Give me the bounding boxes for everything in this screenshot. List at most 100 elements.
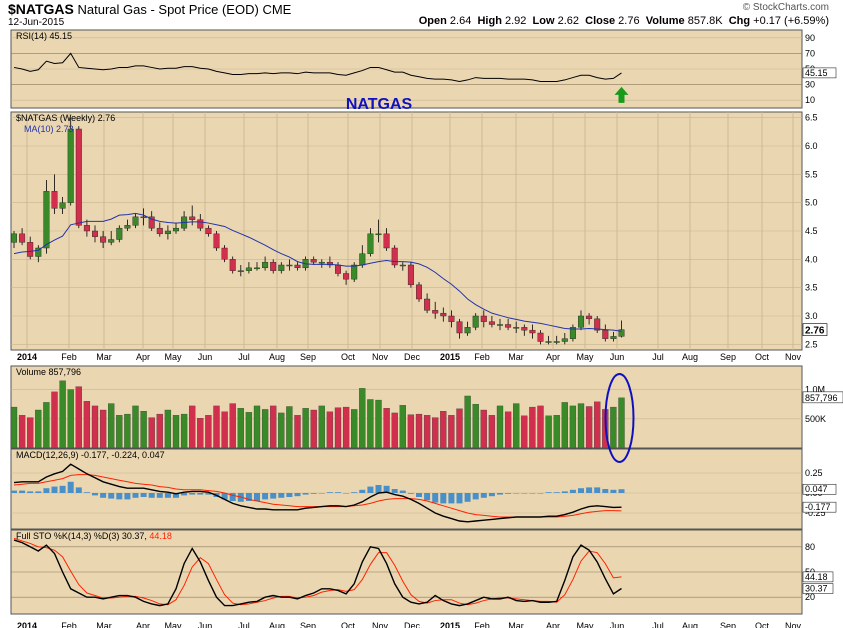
volume-bar xyxy=(577,403,585,449)
candle-body xyxy=(294,264,301,269)
macd-hist-bar xyxy=(391,489,398,493)
macd-hist-bar xyxy=(359,489,366,493)
x-tick-label: Nov xyxy=(785,352,802,362)
candle-body xyxy=(148,216,155,229)
candle-body xyxy=(602,329,609,339)
macd-hist-bar xyxy=(537,493,544,494)
macd-hist-bar xyxy=(205,493,212,495)
candle-body xyxy=(359,253,366,266)
sto-d-last-label: 44.18 xyxy=(805,572,828,582)
candle-body xyxy=(472,315,479,328)
macd-hist-bar xyxy=(343,493,350,494)
x-tick-label: Nov xyxy=(785,621,802,628)
volume-bar xyxy=(164,409,172,449)
x-tick-label: Jun xyxy=(198,352,213,362)
candle-body xyxy=(578,315,585,328)
x-tick-label: Jul xyxy=(238,352,250,362)
candle-body xyxy=(375,233,382,236)
macd-hist-bar xyxy=(100,493,107,498)
volume-bar xyxy=(513,403,520,449)
candle-body xyxy=(335,264,342,274)
volume-bar xyxy=(432,417,439,449)
candle-body xyxy=(553,341,560,343)
macd-hist-bar xyxy=(124,493,131,500)
macd-hist-bar xyxy=(407,493,414,494)
price-tick-label: 5.5 xyxy=(805,169,818,179)
volume-bar xyxy=(383,408,390,449)
macd-hist-bar xyxy=(416,493,422,497)
macd-hist-bar xyxy=(351,492,358,493)
rsi-tick-label: 30 xyxy=(805,80,815,90)
macd-hist-bar xyxy=(108,493,115,499)
candle-body xyxy=(440,312,447,317)
sto-tick-label: 80 xyxy=(805,542,815,552)
candle-body xyxy=(586,315,593,320)
candle-body xyxy=(253,267,260,270)
macd-hist-bar xyxy=(181,493,188,496)
macd-hist-bar xyxy=(440,493,447,504)
macd-hist-bar xyxy=(545,492,552,493)
candle-body xyxy=(505,324,512,328)
x-tick-label: Oct xyxy=(755,352,770,362)
volume-bar xyxy=(496,405,504,449)
candle-body xyxy=(116,227,123,240)
volume-bar xyxy=(585,406,593,449)
macd-hist-bar xyxy=(67,481,74,493)
x-tick-label: Feb xyxy=(61,352,77,362)
instrument-name: Natural Gas - Spot Price (EOD) xyxy=(77,2,259,17)
macd-tick-label: 0.25 xyxy=(805,468,823,478)
x-tick-label: Dec xyxy=(404,352,421,362)
candle-body xyxy=(51,191,58,209)
volume-bar xyxy=(213,405,220,449)
candle-body xyxy=(464,327,471,334)
volume-bar xyxy=(18,415,26,449)
macd-hist-bar xyxy=(586,487,593,493)
volume-bar xyxy=(83,401,91,449)
candle-body xyxy=(424,298,431,311)
candle-body xyxy=(480,315,487,322)
volume-bar xyxy=(302,408,309,449)
macd-last-label: -0.177 xyxy=(805,502,831,512)
macd-hist-bar xyxy=(286,493,293,497)
candle-body xyxy=(521,327,528,331)
volume-bar xyxy=(545,415,552,449)
x-tick-label: Apr xyxy=(136,621,150,628)
candle-body xyxy=(343,273,350,280)
sto-tick-label: 20 xyxy=(805,592,815,602)
macd-hist-bar xyxy=(553,492,560,493)
volume-bar xyxy=(132,405,139,449)
macd-hist-bar xyxy=(383,485,390,493)
candle-body xyxy=(569,327,576,339)
candle-body xyxy=(229,259,236,271)
candle-body xyxy=(537,332,544,342)
macd-hist-bar xyxy=(189,493,196,495)
candle-body xyxy=(189,216,196,220)
volume-bar xyxy=(480,409,487,449)
macd-hist-bar xyxy=(221,493,228,500)
volume-bar xyxy=(618,397,625,449)
macd-hist-bar xyxy=(294,493,301,497)
candle-body xyxy=(124,225,131,229)
ma-line xyxy=(13,212,622,332)
rsi-tick-label: 90 xyxy=(805,33,815,43)
volume-bar xyxy=(124,413,131,449)
volume-bar xyxy=(521,415,528,449)
symbol-label: $NATGAS xyxy=(8,1,74,17)
macd-hist-bar xyxy=(116,493,123,500)
volume-bar xyxy=(504,411,512,449)
macd-hist-bar xyxy=(35,491,42,493)
volume-bar xyxy=(423,415,431,449)
x-tick-label: Aug xyxy=(269,621,285,628)
volume-bar xyxy=(253,405,261,449)
candle-body xyxy=(497,324,504,326)
candle-body xyxy=(391,247,398,266)
x-tick-label: 2015 xyxy=(440,621,460,628)
rsi-legend: RSI(14) 45.15 xyxy=(16,31,72,41)
volume-bar xyxy=(43,402,50,449)
sto-legend: Full STO %K(14,3) %D(3) 30.37, 44.18 xyxy=(16,531,172,541)
volume-bar xyxy=(245,412,253,449)
volume-bar xyxy=(197,418,204,449)
candle-body xyxy=(43,191,50,249)
macd-hist-bar xyxy=(602,489,609,493)
price-tick-label: 5.0 xyxy=(805,198,818,208)
